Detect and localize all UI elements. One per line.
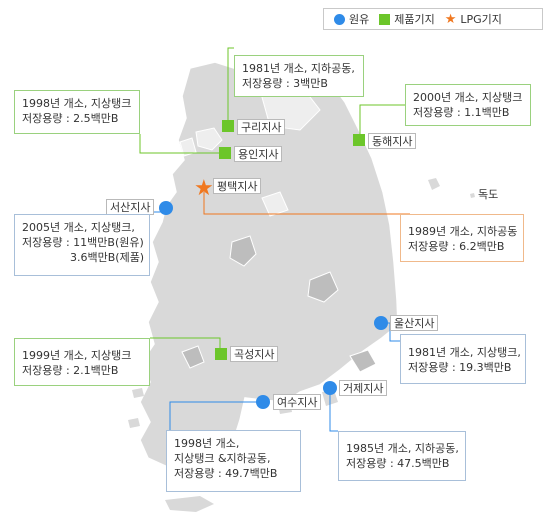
info-yongin-line-1: 1998년 개소, 지상탱크 [22, 97, 132, 110]
info-pyeongtaek-line-2: 저장용량 : 6.2백만B [408, 240, 505, 253]
label-seosan[interactable]: 서산지사 [106, 199, 155, 215]
info-donghae-line-2: 저장용량 : 1.1백만B [413, 106, 510, 119]
connector-yongin [139, 134, 222, 154]
map-legend: 원유 제품기지 ★ LPG기지 [323, 8, 543, 30]
info-guri-line-1: 1981년 개소, 지하공동, [242, 62, 355, 75]
label-yongin[interactable]: 용인지사 [234, 146, 283, 162]
info-yeosu-line-2: 지상탱크 &지하공동, [174, 452, 271, 465]
info-box-guri: 1981년 개소, 지하공동, 저장용량 : 3백만B [234, 55, 364, 97]
info-yongin-line-2: 저장용량 : 2.5백만B [22, 112, 119, 125]
info-seosan-line-1: 2005년 개소, 지상탱크, [22, 221, 135, 234]
legend-product: 제품기지 [379, 11, 435, 27]
province-gwangju [181, 345, 205, 369]
connector-guri [227, 47, 234, 125]
info-ulsan-line-1: 1981년 개소, 지상탱크, [408, 346, 521, 359]
legend-crude: 원유 [334, 11, 369, 27]
info-gokseong-line-2: 저장용량 : 2.1백만B [22, 364, 119, 377]
legend-lpg-label: LPG기지 [460, 13, 502, 26]
province-seoul [195, 127, 223, 151]
info-pyeongtaek-line-1: 1989년 개소, 지하공동 [408, 225, 518, 238]
marker-gokseong[interactable] [215, 348, 227, 360]
marker-donghae[interactable] [353, 134, 365, 146]
marker-pyeongtaek-star-icon[interactable]: ★ [194, 176, 214, 201]
province-daegu [307, 271, 339, 303]
legend-lpg: ★ LPG기지 [445, 11, 502, 27]
island-dokdo [470, 193, 475, 198]
marker-geoje[interactable] [323, 381, 337, 395]
connector-donghae [359, 104, 405, 140]
info-yeosu-line-1: 1998년 개소, [174, 437, 240, 450]
marker-yeosu[interactable] [256, 395, 270, 409]
info-box-pyeongtaek: 1989년 개소, 지하공동 저장용량 : 6.2백만B [400, 214, 524, 262]
info-box-gokseong: 1999년 개소, 지상탱크 저장용량 : 2.1백만B [14, 338, 150, 386]
info-box-yeosu: 1998년 개소, 지상탱크 &지하공동, 저장용량 : 49.7백만B [166, 430, 301, 492]
info-ulsan-line-2: 저장용량 : 19.3백만B [408, 361, 512, 374]
product-square-icon [379, 13, 391, 25]
info-box-seosan: 2005년 개소, 지상탱크, 저장용량 : 11백만B(원유) 3.6백만B(… [14, 214, 150, 276]
island-west-1 [132, 388, 144, 398]
label-donghae[interactable]: 동해지사 [368, 133, 417, 149]
connector-pyeongtaek [203, 192, 410, 215]
legend-crude-label: 원유 [349, 13, 370, 26]
label-pyeongtaek[interactable]: 평택지사 [213, 178, 262, 194]
label-gokseong[interactable]: 곡성지사 [230, 346, 279, 362]
province-daejeon [229, 235, 257, 267]
info-geoje-line-1: 1985년 개소, 지하공동, [346, 442, 459, 455]
info-box-geoje: 1985년 개소, 지하공동, 저장용량 : 47.5백만B [338, 431, 466, 481]
label-yeosu[interactable]: 여수지사 [273, 394, 322, 410]
island-west-2 [128, 418, 140, 428]
province-busan [349, 349, 377, 373]
info-seosan-line-2: 저장용량 : 11백만B(원유) [22, 236, 144, 249]
lpg-star-icon: ★ [444, 11, 457, 27]
info-geoje-line-2: 저장용량 : 47.5백만B [346, 457, 450, 470]
marker-guri[interactable] [222, 120, 234, 132]
marker-yongin[interactable] [219, 147, 231, 159]
island-jeju [165, 496, 214, 512]
info-box-yongin: 1998년 개소, 지상탱크 저장용량 : 2.5백만B [14, 90, 140, 134]
label-ulsan[interactable]: 울산지사 [390, 315, 439, 331]
info-seosan-line-3: 3.6백만B(제품) [70, 251, 145, 264]
label-dokdo: 독도 [478, 188, 499, 201]
province-incheon [179, 137, 197, 157]
crude-circle-icon [334, 13, 345, 25]
marker-ulsan[interactable] [374, 316, 388, 330]
info-yeosu-line-3: 저장용량 : 49.7백만B [174, 467, 278, 480]
connector-yeosu [169, 401, 262, 430]
info-gokseong-line-1: 1999년 개소, 지상탱크 [22, 349, 132, 362]
info-guri-line-2: 저장용량 : 3백만B [242, 77, 328, 90]
label-guri[interactable]: 구리지사 [237, 119, 286, 135]
marker-seosan[interactable] [159, 201, 173, 215]
info-box-donghae: 2000년 개소, 지상탱크 저장용량 : 1.1백만B [405, 84, 531, 126]
province-sejong [261, 191, 289, 217]
connector-geoje [329, 388, 338, 432]
info-donghae-line-1: 2000년 개소, 지상탱크 [413, 91, 523, 104]
info-box-ulsan: 1981년 개소, 지상탱크, 저장용량 : 19.3백만B [400, 334, 526, 384]
legend-product-label: 제품기지 [394, 13, 435, 26]
label-geoje[interactable]: 거제지사 [339, 380, 388, 396]
island-ulleung [428, 178, 440, 190]
